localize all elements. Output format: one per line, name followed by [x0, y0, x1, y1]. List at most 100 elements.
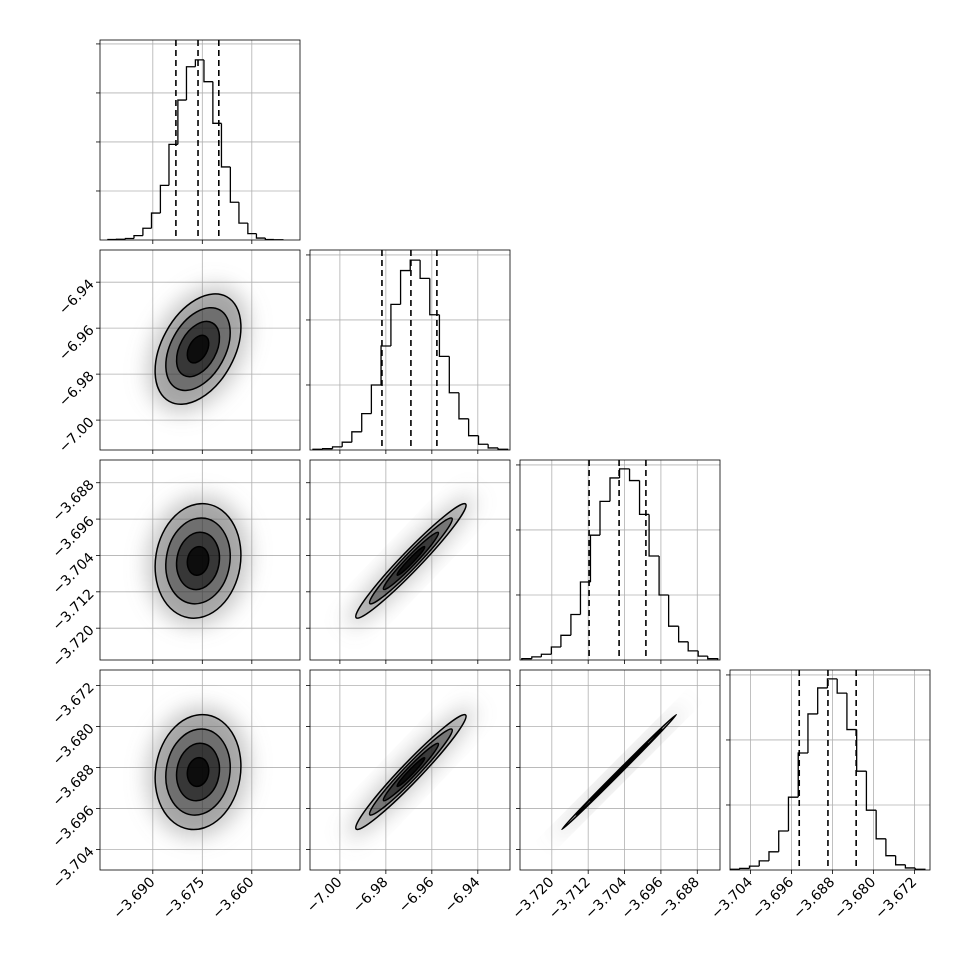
panel	[96, 39, 301, 244]
contour	[354, 713, 467, 831]
density-fill	[187, 335, 209, 363]
x-tick-label: −3.672	[872, 874, 920, 922]
histogram-step	[579, 581, 591, 615]
y-tick-label: −3.672	[50, 680, 98, 728]
panel-content	[520, 460, 720, 660]
panel-content	[100, 250, 300, 450]
y-tick-label: −6.98	[56, 368, 98, 410]
histogram-step	[787, 796, 799, 831]
histogram-step	[667, 594, 679, 627]
histogram-step	[438, 314, 450, 358]
panel-content	[310, 460, 510, 660]
contour	[354, 502, 467, 619]
histogram-step	[521, 658, 532, 660]
y-tick-label: −6.94	[56, 276, 98, 318]
histogram-step	[390, 303, 401, 346]
x-tick-label: −6.98	[350, 874, 392, 916]
histogram-step	[846, 693, 857, 731]
histogram-step	[458, 392, 469, 420]
histogram-step	[707, 656, 719, 660]
histogram-step	[856, 729, 867, 772]
histogram-step	[540, 653, 552, 657]
histogram-step	[255, 233, 266, 239]
density-fill	[187, 757, 209, 787]
y-tick-label: −3.696	[50, 803, 98, 851]
histogram-step	[331, 446, 343, 449]
panel-frame	[99, 459, 301, 661]
histogram-step	[220, 123, 231, 168]
panel-frame	[309, 249, 511, 451]
histogram-step	[351, 431, 362, 443]
panel	[96, 459, 301, 664]
histogram-step	[212, 81, 222, 124]
panel-frame	[519, 669, 721, 871]
density-fill	[397, 757, 425, 787]
panel-frame	[729, 669, 931, 871]
histogram-step	[885, 838, 896, 857]
histogram-step	[150, 212, 161, 229]
panel	[516, 459, 721, 664]
panel	[306, 249, 511, 454]
histogram-step	[658, 555, 669, 596]
histogram-step	[419, 260, 430, 279]
histogram-step	[758, 860, 769, 867]
panel-content	[310, 670, 510, 870]
histogram-step	[589, 534, 600, 582]
x-tick-label: −3.675	[160, 874, 208, 922]
panel-content	[310, 250, 510, 450]
contour	[154, 502, 242, 619]
panel	[96, 249, 301, 454]
histogram-step	[247, 223, 257, 235]
histogram-step	[560, 634, 571, 647]
panel	[306, 459, 511, 664]
histogram-step	[687, 641, 699, 652]
histogram-step	[807, 713, 818, 753]
histogram-step	[380, 345, 391, 385]
x-tick-label: −3.696	[749, 874, 797, 922]
x-tick-label: −6.96	[396, 874, 438, 916]
y-tick-label: −3.680	[50, 721, 98, 769]
x-tick-label: −3.688	[790, 874, 838, 922]
panel	[516, 669, 721, 874]
panel-frame	[99, 249, 301, 451]
contour	[368, 728, 454, 816]
histogram-step	[904, 864, 916, 869]
panel-content	[520, 670, 720, 870]
panel-frame	[99, 669, 301, 871]
contour	[382, 531, 440, 591]
contour	[396, 756, 426, 788]
y-tick-label: −7.00	[56, 414, 98, 456]
contour	[561, 713, 678, 831]
panel	[96, 669, 301, 874]
histogram-step	[361, 412, 372, 432]
panel-frame	[519, 459, 721, 661]
panel-content	[100, 460, 300, 660]
contour	[186, 545, 210, 576]
histogram-step	[570, 613, 581, 636]
panel	[306, 669, 511, 874]
histogram-step	[429, 278, 440, 316]
histogram-step	[648, 514, 660, 557]
x-tick-label: −6.94	[442, 874, 484, 916]
contour	[154, 293, 242, 406]
histogram-step	[739, 867, 750, 870]
histogram-step	[264, 238, 274, 240]
histogram-step	[124, 237, 134, 240]
density-fill	[397, 546, 425, 576]
histogram-step	[628, 468, 640, 482]
histogram-step	[865, 771, 877, 811]
contour	[382, 742, 440, 802]
histogram-step	[321, 448, 333, 450]
histogram-step	[467, 418, 479, 437]
contour	[165, 728, 231, 816]
histogram-step	[875, 810, 886, 840]
histogram-step	[341, 441, 352, 447]
contour	[396, 545, 426, 576]
histogram-step	[531, 656, 542, 659]
contour	[604, 756, 635, 788]
histogram-step	[477, 435, 489, 445]
panel-content	[100, 40, 300, 240]
histogram-step	[550, 646, 561, 655]
